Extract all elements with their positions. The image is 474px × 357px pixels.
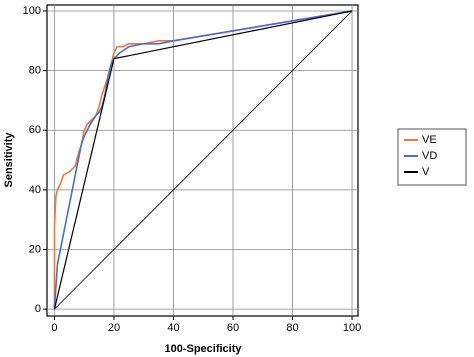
plot-frame <box>46 4 359 317</box>
x-tick-label: 60 <box>227 322 239 334</box>
x-tick-label: 40 <box>167 322 179 334</box>
y-tick-label: 100 <box>23 5 41 17</box>
x-axis-label: 100-Specificity <box>164 343 242 355</box>
roc-line <box>53 10 353 310</box>
x-tick-label: 20 <box>108 322 120 334</box>
roc-line <box>53 10 353 310</box>
y-tick-label: 80 <box>29 65 41 77</box>
x-tick-label: 0 <box>51 322 57 334</box>
legend-label: VD <box>422 150 437 162</box>
y-tick-label: 60 <box>29 124 41 136</box>
y-tick-label: 0 <box>35 303 41 315</box>
legend-label: V <box>422 166 430 178</box>
legend-label: VE <box>422 134 437 146</box>
y-tick-label: 40 <box>29 184 41 196</box>
reference-line <box>54 10 353 310</box>
x-tick-label: 100 <box>343 322 361 334</box>
y-axis-label: Sensitivity <box>3 132 15 188</box>
x-tick-label: 80 <box>286 322 298 334</box>
y-tick-label: 20 <box>29 243 41 255</box>
roc-line <box>53 10 353 310</box>
